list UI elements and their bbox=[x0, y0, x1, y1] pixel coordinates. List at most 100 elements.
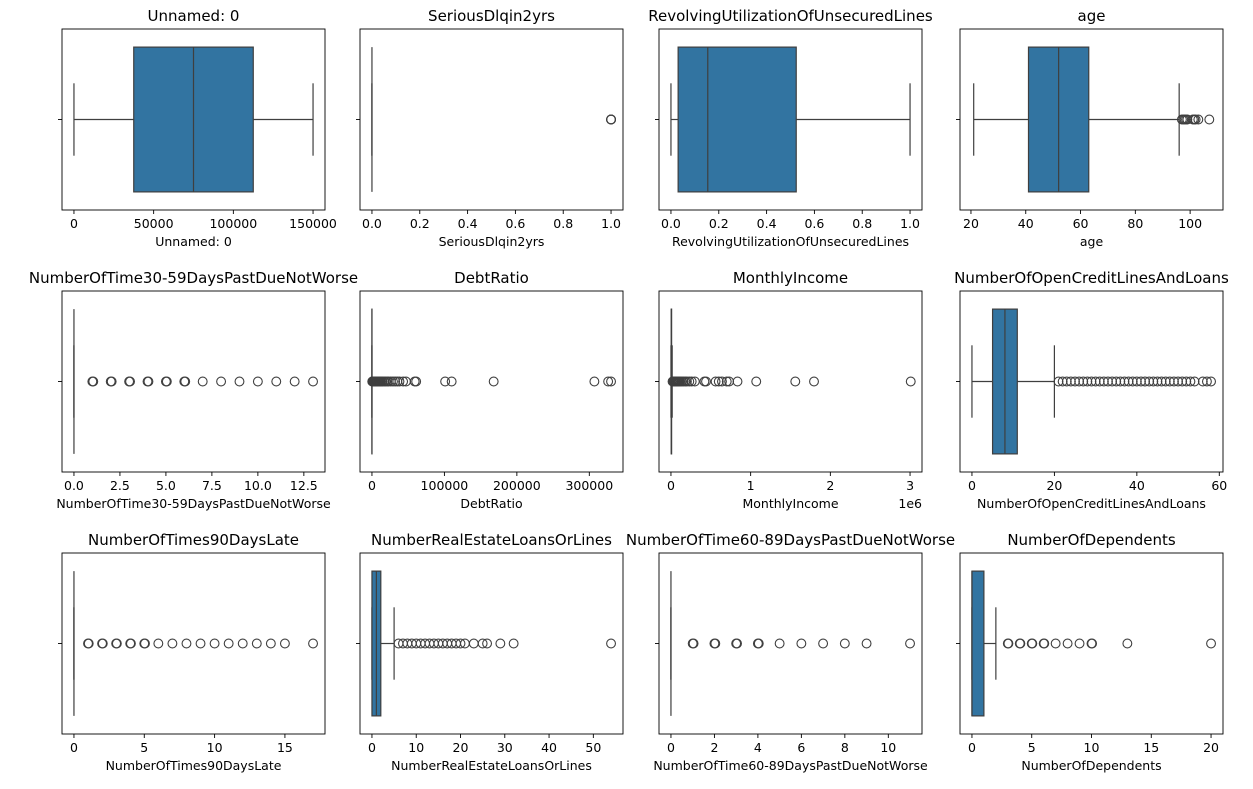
outlier-point bbox=[603, 376, 614, 387]
outlier-point bbox=[686, 376, 697, 387]
outlier-point bbox=[1181, 376, 1192, 387]
outlier-point bbox=[1082, 376, 1093, 387]
x-tick-label: 0 bbox=[667, 478, 675, 493]
outlier-point bbox=[1061, 376, 1072, 387]
x-tick-label: 0 bbox=[368, 478, 376, 493]
outlier-point bbox=[167, 638, 178, 649]
x-tick-label: 6 bbox=[797, 740, 805, 755]
x-tick-label: 0 bbox=[70, 216, 78, 231]
outlier-point bbox=[216, 376, 227, 387]
axes-frame bbox=[61, 290, 326, 473]
box-iqr bbox=[677, 46, 797, 193]
outlier-point bbox=[721, 376, 732, 387]
x-tick-label: 10 bbox=[207, 740, 223, 755]
x-axis-label: age bbox=[1080, 234, 1104, 249]
x-tick-label: 100000 bbox=[421, 478, 469, 493]
outlier-point bbox=[1115, 376, 1126, 387]
outlier-point bbox=[180, 376, 191, 387]
outlier-point bbox=[753, 638, 764, 649]
outlier-point bbox=[1204, 114, 1215, 125]
outlier-point bbox=[125, 376, 135, 387]
subplot-6: DebtRatio 0 100000 200000 300000 DebtRatio bbox=[356, 269, 624, 511]
outlier-point bbox=[161, 376, 172, 387]
x-tick-label: 40 bbox=[541, 740, 557, 755]
outlier-point bbox=[732, 376, 743, 387]
outlier-point bbox=[689, 376, 700, 387]
x-tick-label: 0.6 bbox=[505, 216, 525, 231]
subplot-title: MonthlyIncome bbox=[733, 269, 848, 287]
outlier-point bbox=[790, 376, 801, 387]
outlier-point bbox=[209, 638, 220, 649]
outlier-point bbox=[861, 638, 872, 649]
x-axis-label: NumberOfTime30-59DaysPastDueNotWorse bbox=[56, 496, 331, 511]
outlier-point bbox=[717, 376, 727, 387]
outlier-point bbox=[279, 638, 290, 649]
outlier-point bbox=[1087, 638, 1098, 649]
subplot-title: age bbox=[1078, 7, 1106, 25]
x-tick-label: 40 bbox=[1129, 478, 1145, 493]
x-axis-label: NumberOfDependents bbox=[1021, 758, 1161, 773]
x-tick-label: 0 bbox=[667, 740, 675, 755]
subplot-title: NumberOfTime60-89DaysPastDueNotWorse bbox=[626, 531, 955, 549]
x-tick-label: 10 bbox=[1084, 740, 1100, 755]
outlier-point bbox=[488, 376, 499, 387]
outlier-point bbox=[181, 638, 192, 649]
subplot-2: SeriousDlqin2yrs 0.0 0.2 0.4 0.6 0.8 1.0 Seriou… bbox=[356, 7, 624, 249]
outlier-point bbox=[1122, 638, 1133, 649]
outlier-point bbox=[1090, 376, 1101, 387]
x-tick-label: 5 bbox=[140, 740, 148, 755]
outlier-point bbox=[1152, 376, 1163, 387]
outlier-point bbox=[482, 638, 493, 649]
outlier-point bbox=[440, 376, 451, 387]
axes-frame bbox=[61, 552, 326, 735]
x-tick-label: 0 bbox=[968, 740, 976, 755]
subplot-5: NumberOfTime30-59DaysPastDueNotWorse 0.0 2… bbox=[29, 269, 358, 511]
axes-frame bbox=[959, 552, 1224, 735]
outlier-point bbox=[710, 376, 721, 387]
outlier-point bbox=[195, 638, 206, 649]
outlier-point bbox=[1173, 376, 1184, 387]
x-tick-label: 200000 bbox=[493, 478, 541, 493]
x-tick-label: 2.5 bbox=[110, 478, 130, 493]
x-axis-label: DebtRatio bbox=[460, 496, 522, 511]
outlier-point bbox=[681, 376, 692, 387]
outlier-point bbox=[398, 376, 409, 387]
outlier-point bbox=[251, 638, 262, 649]
subplot-4: age 20 40 60 80 100 age bbox=[956, 7, 1224, 249]
outlier-point bbox=[1070, 376, 1080, 387]
outlier-point bbox=[1123, 376, 1134, 387]
x-tick-label: 1.0 bbox=[601, 216, 621, 231]
x-axis-label: SeriousDlqin2yrs bbox=[439, 234, 545, 249]
x-tick-label: 0.0 bbox=[661, 216, 681, 231]
subplot-title: NumberRealEstateLoansOrLines bbox=[371, 531, 612, 549]
outlier-point bbox=[1140, 376, 1151, 387]
outlier-point bbox=[1182, 114, 1193, 125]
x-tick-label: 300000 bbox=[565, 478, 613, 493]
outlier-point bbox=[153, 638, 164, 649]
outlier-point bbox=[234, 376, 245, 387]
x-tick-label: 7.5 bbox=[202, 478, 222, 493]
subplot-title: NumberOfDependents bbox=[1007, 531, 1176, 549]
outlier-point bbox=[1053, 376, 1064, 387]
subplot-7: MonthlyIncome 0 1 2 3 MonthlyIncome 1e6 bbox=[655, 269, 923, 511]
x-tick-label: 0.0 bbox=[64, 478, 84, 493]
x-tick-label: 4 bbox=[754, 740, 762, 755]
outlier-point bbox=[1094, 376, 1105, 387]
outlier-point bbox=[111, 638, 122, 649]
x-tick-label: 0.2 bbox=[410, 216, 430, 231]
x-tick-label: 100 bbox=[1178, 216, 1202, 231]
x-tick-label: 0.8 bbox=[553, 216, 573, 231]
x-tick-label: 10.0 bbox=[244, 478, 272, 493]
outlier-point bbox=[237, 638, 248, 649]
outlier-point bbox=[252, 376, 263, 387]
x-tick-label: 10 bbox=[408, 740, 424, 755]
outlier-point bbox=[684, 376, 695, 387]
x-tick-label: 20 bbox=[963, 216, 979, 231]
outlier-point bbox=[394, 376, 405, 387]
x-tick-label: 5 bbox=[1028, 740, 1036, 755]
outlier-point bbox=[1127, 376, 1138, 387]
outlier-point bbox=[1039, 638, 1050, 649]
outlier-point bbox=[1057, 376, 1068, 387]
outlier-point bbox=[1185, 376, 1196, 387]
